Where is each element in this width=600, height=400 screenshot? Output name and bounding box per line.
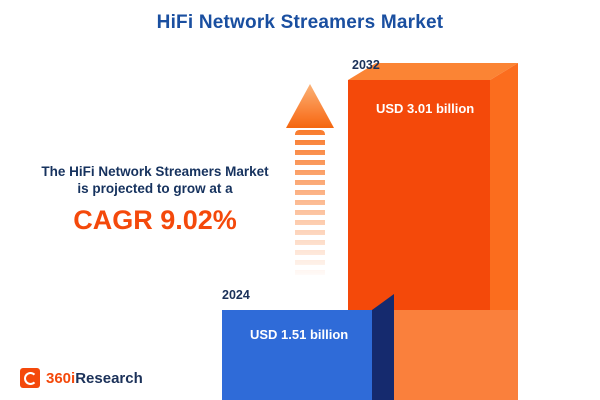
cagr-value: CAGR 9.02% <box>73 205 237 235</box>
bar-2032-value-label: USD 3.01 billion <box>376 101 475 116</box>
page-title: HiFi Network Streamers Market <box>156 12 444 33</box>
bar-2024: USD 1.51 billion <box>222 310 372 400</box>
logo-icon <box>20 368 40 388</box>
logo-text-accent: 360i <box>46 369 76 387</box>
description-line2: is projected to grow at a <box>77 181 233 196</box>
logo-arc-glyph <box>23 371 37 385</box>
logo-text: 360iResearch <box>46 370 143 387</box>
growth-arrow-dashes-icon <box>295 130 325 280</box>
brand-logo: 360iResearch <box>20 368 143 388</box>
logo-text-main: Research <box>75 369 143 387</box>
bar-2024-value-label: USD 1.51 billion <box>250 327 349 342</box>
bar-2032: USD 3.01 billion <box>348 80 490 310</box>
description: The HiFi Network Streamers Market is pro… <box>10 163 300 235</box>
bar-2024-year-label: 2024 <box>222 288 250 302</box>
bar-2032-top-face <box>348 63 518 80</box>
growth-arrow-head-icon <box>286 84 334 128</box>
bar-2032-side-face <box>490 63 518 310</box>
bar-2032-year-label: 2032 <box>352 58 380 72</box>
bar-2024-side-face <box>372 294 394 400</box>
description-line1: The HiFi Network Streamers Market <box>41 164 269 179</box>
